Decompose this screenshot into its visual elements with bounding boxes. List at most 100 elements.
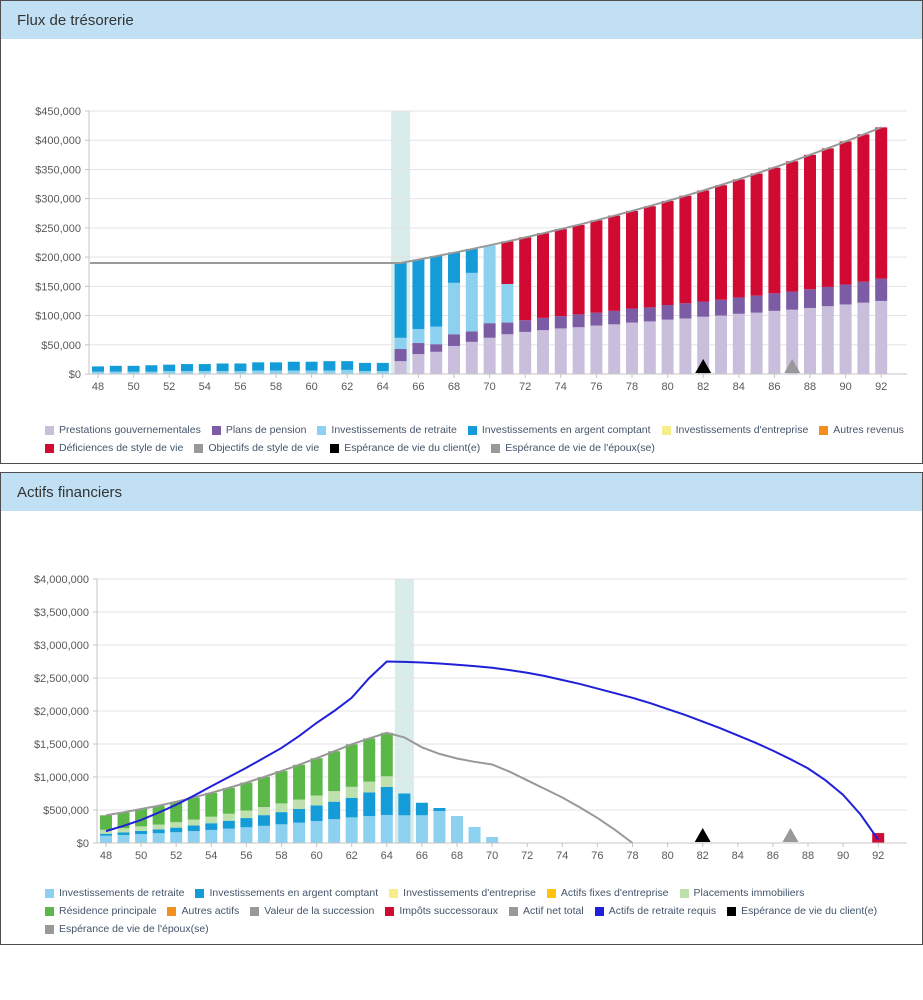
legend-item: Résidence principale: [45, 903, 156, 920]
legend-swatch: [167, 907, 177, 916]
legend-label: Espérance de vie du client(e): [741, 905, 878, 917]
legend-swatch: [727, 907, 737, 916]
page-title: Actifs financiers: [17, 483, 123, 501]
legend-label: Placements immobiliers: [693, 887, 805, 899]
svg-text:72: 72: [519, 381, 531, 393]
svg-text:48: 48: [100, 850, 112, 862]
legend-swatch: [45, 925, 54, 934]
svg-text:52: 52: [163, 381, 175, 393]
legend-swatch: [45, 444, 54, 453]
legend-swatch: [546, 889, 556, 898]
legend-item: Investissements en argent comptant: [467, 422, 651, 439]
legend-label: Investissements de retraite: [331, 424, 457, 436]
svg-text:78: 78: [626, 850, 638, 862]
line-series: [105, 731, 634, 844]
svg-text:56: 56: [234, 381, 246, 393]
legend-label: Autres actifs: [181, 905, 240, 917]
svg-text:68: 68: [451, 850, 463, 862]
panel-header: Actifs financiers: [1, 473, 922, 511]
legend-label: Autres revenus: [833, 424, 904, 436]
legend-label: Objectifs de style de vie: [208, 442, 320, 454]
svg-text:64: 64: [381, 850, 393, 862]
svg-text:$4,000,000: $4,000,000: [34, 574, 89, 586]
svg-text:76: 76: [590, 381, 602, 393]
svg-text:82: 82: [697, 381, 709, 393]
legend-item: Prestations gouvernementales: [45, 422, 201, 439]
svg-text:$50,000: $50,000: [41, 340, 81, 352]
svg-text:80: 80: [661, 850, 673, 862]
svg-text:$1,500,000: $1,500,000: [34, 739, 89, 751]
legend-label: Investissements de retraite: [59, 887, 185, 899]
svg-text:50: 50: [135, 850, 147, 862]
legend-label: Actifs de retraite requis: [608, 905, 717, 917]
legend-label: Actif net total: [523, 905, 584, 917]
legend-item: Valeur de la succession: [250, 903, 374, 920]
svg-text:60: 60: [310, 850, 322, 862]
legend-item: Espérance de vie du client(e): [330, 440, 480, 457]
legend-swatch: [385, 907, 395, 916]
svg-text:84: 84: [732, 850, 744, 862]
svg-text:62: 62: [341, 381, 353, 393]
bars: [92, 127, 888, 374]
svg-text:$150,000: $150,000: [35, 281, 81, 293]
legend-item: Autres actifs: [167, 903, 239, 920]
svg-text:$350,000: $350,000: [35, 164, 81, 176]
svg-text:68: 68: [448, 381, 460, 393]
svg-text:76: 76: [591, 850, 603, 862]
line-series: [105, 660, 880, 841]
legend-item: Investissements d'entreprise: [389, 885, 536, 902]
legend-label: Résidence principale: [59, 905, 157, 917]
legend-label: Valeur de la succession: [264, 905, 375, 917]
svg-text:52: 52: [170, 850, 182, 862]
svg-text:48: 48: [92, 381, 104, 393]
svg-text:92: 92: [875, 381, 887, 393]
svg-text:$0: $0: [77, 838, 89, 850]
svg-text:$1,000,000: $1,000,000: [34, 772, 89, 784]
svg-text:$450,000: $450,000: [35, 106, 81, 118]
cash-flow-chart: $0 $50,000 $100,000 $150,000 $200,000 $250,00…: [35, 106, 907, 393]
legend-item: Investissements en argent comptant: [195, 885, 378, 902]
legend-label: Plans de pension: [225, 424, 307, 436]
svg-text:58: 58: [275, 850, 287, 862]
svg-text:80: 80: [661, 381, 673, 393]
svg-text:64: 64: [377, 381, 389, 393]
svg-text:90: 90: [837, 850, 849, 862]
legend-item: Investissements de retraite: [317, 422, 457, 439]
svg-text:$100,000: $100,000: [35, 311, 81, 323]
cash-flow-legend: Prestations gouvernementales Plans de pen…: [1, 422, 922, 463]
svg-text:$200,000: $200,000: [35, 252, 81, 264]
svg-text:60: 60: [305, 381, 317, 393]
line-series: [90, 126, 882, 264]
svg-text:54: 54: [205, 850, 217, 862]
legend-item: Placements immobiliers: [679, 885, 805, 902]
x-axis: 48 50 52 54 56 58 60 62 64 66 68 70 72 74 76 78 80 82 84 86…: [89, 373, 907, 393]
legend-swatch: [679, 889, 689, 898]
cash-flow-body: $0 $50,000 $100,000 $150,000 $200,000 $250,00…: [1, 39, 922, 463]
legend-swatch: [195, 889, 205, 898]
svg-text:$3,500,000: $3,500,000: [34, 607, 89, 619]
svg-text:$400,000: $400,000: [35, 135, 81, 147]
legend-label: Espérance de vie de l'époux(se): [505, 442, 655, 454]
svg-text:82: 82: [697, 850, 709, 862]
legend-label: Investissements d'entreprise: [403, 887, 536, 899]
legend-item: Espérance de vie de l'époux(se): [45, 921, 209, 938]
svg-text:70: 70: [486, 850, 498, 862]
legend-swatch: [330, 444, 340, 453]
life-expectancy-marker: [782, 828, 799, 842]
legend-swatch: [45, 907, 54, 916]
legend-swatch: [661, 426, 671, 435]
legend-item: Espérance de vie de l'époux(se): [491, 440, 655, 457]
legend-swatch: [45, 426, 54, 435]
legend-label: Espérance de vie de l'époux(se): [59, 923, 209, 935]
panel-cash-flow: Flux de trésorerie $0 $50,000 $100,000 $150…: [0, 0, 923, 464]
svg-text:56: 56: [240, 850, 252, 862]
svg-text:50: 50: [127, 381, 139, 393]
legend-item: Espérance de vie du client(e): [727, 903, 877, 920]
panel-header: Flux de trésorerie: [1, 1, 922, 39]
legend-swatch: [509, 907, 519, 916]
x-axis: 48 50 52 54 56 58 60 62 64 66 68 70 72 74 76 78 80 82 84 86…: [97, 842, 907, 862]
legend-item: Impôts successoraux: [385, 903, 498, 920]
gridlines: $0 $500,000 $1,000,000 $1,500,000 $2,000,000…: [34, 574, 907, 850]
life-expectancy-marker: [784, 359, 801, 373]
financial-assets-body: $0 $500,000 $1,000,000 $1,500,000 $2,000,000…: [1, 511, 922, 944]
